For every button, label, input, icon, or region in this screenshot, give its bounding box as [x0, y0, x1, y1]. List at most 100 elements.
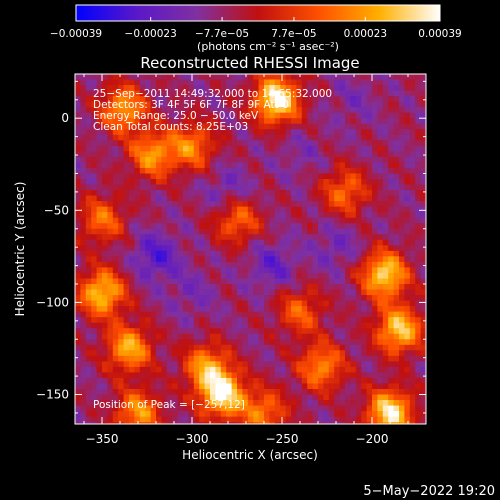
heatmap-cell — [388, 90, 395, 97]
heatmap-cell — [231, 411, 238, 418]
heatmap-cell — [145, 156, 152, 164]
heatmap-cell — [301, 416, 308, 423]
heatmap-cell — [226, 389, 233, 396]
heatmap-cell — [150, 389, 157, 396]
heatmap-cell — [204, 162, 211, 169]
heatmap-cell — [366, 134, 373, 141]
heatmap-cell — [388, 173, 395, 180]
heatmap-cell — [85, 322, 92, 329]
heatmap-cell — [118, 206, 125, 213]
heatmap-cell — [161, 372, 168, 379]
heatmap-cell — [399, 162, 405, 169]
heatmap-cell — [409, 228, 416, 235]
heatmap-cell — [377, 295, 384, 302]
heatmap-cell — [372, 383, 378, 390]
heatmap-cell — [177, 295, 184, 302]
heatmap-cell — [183, 272, 189, 280]
heatmap-cell — [291, 377, 297, 385]
heatmap-cell — [388, 377, 395, 385]
heatmap-cell — [339, 85, 346, 92]
heatmap-cell — [328, 405, 335, 412]
heatmap-cell — [312, 239, 319, 246]
heatmap-cell — [404, 201, 411, 208]
heatmap-cell — [404, 74, 411, 81]
heatmap-cell — [307, 383, 314, 390]
heatmap-cell — [399, 333, 405, 340]
heatmap-cell — [274, 366, 281, 374]
heatmap-cell — [166, 101, 173, 108]
heatmap-cell — [345, 90, 351, 97]
heatmap-cell — [156, 295, 162, 302]
heatmap-cell — [334, 223, 341, 230]
heatmap-cell — [328, 400, 335, 407]
heatmap-cell — [237, 339, 243, 346]
heatmap-cell — [129, 217, 135, 224]
heatmap-cell — [269, 151, 276, 158]
heatmap-cell — [129, 284, 135, 291]
heatmap-cell — [118, 250, 125, 257]
heatmap-cell — [312, 389, 319, 396]
heatmap-cell — [161, 107, 168, 114]
heatmap-cell — [307, 416, 314, 423]
heatmap-cell — [258, 317, 265, 324]
heatmap-cell — [166, 389, 173, 396]
heatmap-cell — [161, 156, 168, 164]
heatmap-cell — [318, 350, 324, 357]
heatmap-cell — [247, 405, 254, 412]
heatmap-cell — [258, 107, 265, 114]
heatmap-cell — [269, 173, 276, 180]
heatmap-cell — [96, 322, 103, 329]
heatmap-cell — [193, 350, 200, 357]
heatmap-cell — [388, 350, 395, 357]
heatmap-cell — [123, 184, 130, 191]
heatmap-cell — [291, 295, 297, 302]
heatmap-cell — [129, 179, 135, 186]
heatmap-cell — [318, 261, 324, 269]
heatmap-cell — [318, 372, 324, 379]
heatmap-cell — [404, 261, 411, 269]
heatmap-cell — [409, 250, 416, 257]
heatmap-cell — [318, 400, 324, 407]
heatmap-cell — [318, 228, 324, 235]
heatmap-cell — [318, 107, 324, 114]
heatmap-cell — [269, 195, 276, 202]
heatmap-cell — [85, 74, 92, 81]
heatmap-cell — [285, 112, 292, 119]
heatmap-cell — [183, 350, 189, 357]
heatmap-cell — [415, 151, 422, 158]
heatmap-cell — [242, 366, 249, 374]
heatmap-cell — [264, 422, 270, 424]
heatmap-cell — [366, 250, 373, 257]
heatmap-cell — [161, 179, 168, 186]
heatmap-cell — [237, 411, 243, 418]
annotation-counts: Clean Total counts: 8.25E+03 — [93, 121, 248, 133]
heatmap-cell — [123, 239, 130, 246]
heatmap-cell — [75, 317, 81, 324]
heatmap-cell — [296, 333, 303, 340]
heatmap-cell — [123, 278, 130, 285]
heatmap-cell — [247, 156, 254, 164]
heatmap-cell — [85, 85, 92, 92]
heatmap-cell — [204, 79, 211, 86]
heatmap-cell — [177, 422, 184, 424]
heatmap-cell — [237, 405, 243, 412]
heatmap-cell — [415, 344, 422, 351]
heatmap-cell — [409, 162, 416, 169]
heatmap-cell — [237, 272, 243, 280]
heatmap-cell — [420, 151, 426, 158]
heatmap-cell — [112, 317, 119, 324]
heatmap-cell — [269, 85, 276, 92]
heatmap-cell — [301, 129, 308, 136]
heatmap-cell — [204, 311, 211, 318]
heatmap-cell — [312, 179, 319, 186]
heatmap-cell — [274, 184, 281, 191]
heatmap-cell — [215, 212, 222, 219]
heatmap-cell — [123, 123, 130, 130]
heatmap-cell — [215, 228, 222, 235]
heatmap-cell — [204, 173, 211, 180]
heatmap-cell — [85, 245, 92, 252]
heatmap-cell — [129, 74, 135, 81]
heatmap-cell — [91, 405, 98, 412]
heatmap-cell — [361, 311, 368, 318]
heatmap-cell — [134, 383, 141, 390]
